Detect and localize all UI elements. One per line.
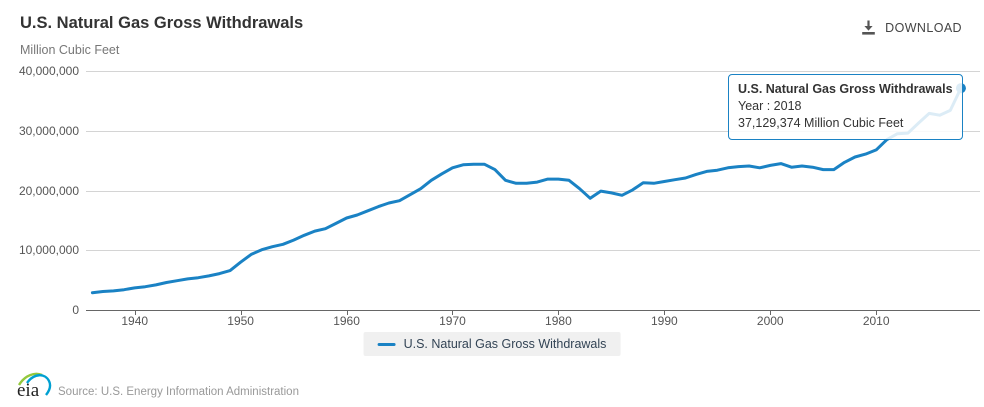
x-tick-label: 2000: [756, 314, 784, 328]
eia-logo-text: eia: [17, 380, 40, 401]
x-tick: [664, 310, 666, 315]
y-tick-label: 40,000,000: [18, 64, 79, 78]
y-axis-units-label: Million Cubic Feet: [20, 43, 120, 57]
tooltip-series-name: U.S. Natural Gas Gross Withdrawals: [738, 82, 953, 96]
x-tick: [240, 310, 242, 315]
legend-label: U.S. Natural Gas Gross Withdrawals: [403, 337, 607, 351]
download-button[interactable]: DOWNLOAD: [861, 20, 962, 36]
x-tick: [876, 310, 878, 315]
legend-item[interactable]: U.S. Natural Gas Gross Withdrawals: [363, 332, 621, 356]
x-tick: [558, 310, 560, 315]
x-tick-label: 1960: [333, 314, 360, 328]
y-tick-label: 0: [72, 303, 79, 317]
x-tick-label: 1990: [650, 314, 678, 328]
download-icon: [861, 20, 876, 36]
x-axis-line: [86, 310, 980, 311]
y-gridline: [86, 71, 980, 72]
y-gridline: [86, 190, 980, 192]
tooltip: U.S. Natural Gas Gross Withdrawals Year …: [728, 74, 963, 140]
eia-logo[interactable]: eia: [14, 368, 56, 407]
x-tick-label: 1970: [439, 314, 466, 328]
x-tick-label: 2010: [862, 314, 890, 328]
x-tick-label: 1950: [227, 314, 254, 328]
y-tick-label: 10,000,000: [18, 243, 79, 258]
y-tick-label: 20,000,000: [18, 183, 79, 198]
source-text: Source: U.S. Energy Information Administ…: [58, 386, 299, 398]
x-tick-label: 1980: [545, 314, 572, 328]
y-tick-label: 30,000,000: [18, 123, 79, 138]
page-title: U.S. Natural Gas Gross Withdrawals: [20, 14, 304, 32]
legend-swatch: [377, 342, 396, 346]
tooltip-year: Year : 2018: [738, 99, 802, 113]
x-tick: [346, 310, 348, 315]
x-tick: [452, 310, 454, 315]
x-tick: [770, 310, 772, 315]
y-gridline: [86, 250, 980, 252]
tooltip-value: 37,129,374 Million Cubic Feet: [738, 116, 904, 130]
download-label: DOWNLOAD: [885, 21, 962, 35]
x-tick: [134, 310, 136, 315]
x-tick-label: 1940: [121, 314, 149, 328]
